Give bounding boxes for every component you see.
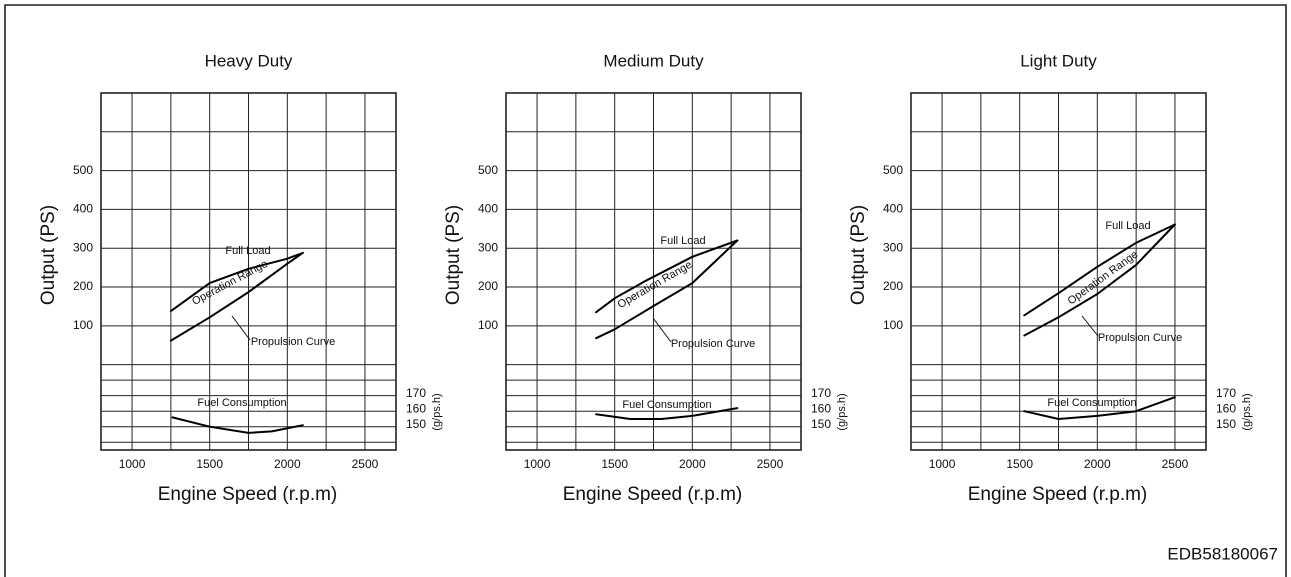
curve-label: Fuel Consumption — [1047, 397, 1136, 409]
y-tick-label: 300 — [883, 240, 903, 254]
figure-code: EDB58180067 — [1167, 544, 1278, 563]
y-tick-label: 500 — [478, 163, 498, 177]
y2-tick-label: 150 — [406, 417, 426, 431]
y-axis-title: Output (PS) — [848, 205, 869, 305]
leader-line — [231, 315, 251, 341]
plot-frame — [910, 92, 1207, 451]
x-tick-label: 1000 — [524, 457, 551, 471]
curve-label: Full Load — [225, 245, 270, 257]
y2-axis-title: (g/ps.h) — [836, 393, 848, 430]
chart: Medium Duty 1000 1500 2000 2500 100 200 300 400 5… — [443, 51, 848, 505]
curve — [171, 416, 304, 434]
y-tick-label: 200 — [478, 279, 498, 293]
y-tick-label: 500 — [883, 163, 903, 177]
x-axis-title: Engine Speed (r.p.m) — [158, 484, 338, 505]
x-tick-label: 1500 — [196, 457, 223, 471]
curve-label: Fuel Consumption — [197, 397, 286, 409]
curve — [169, 251, 304, 313]
y-tick-label: 400 — [73, 202, 93, 216]
y-tick-label: 100 — [883, 318, 903, 332]
curve — [1023, 223, 1176, 317]
x-axis-title: Engine Speed (r.p.m) — [968, 484, 1148, 505]
x-tick-label: 2500 — [352, 457, 379, 471]
y2-tick-label: 170 — [406, 386, 426, 400]
x-tick-label: 1000 — [929, 457, 956, 471]
x-tick-label: 1500 — [601, 457, 628, 471]
y2-axis-title: (g/ps.h) — [1241, 393, 1253, 430]
y2-tick-label: 160 — [811, 401, 831, 415]
region-label: Operation Range — [190, 258, 270, 308]
y2-tick-label: 150 — [1216, 417, 1236, 431]
chart: Light Duty 1000 1500 2000 2500 100 200 300 400 50… — [848, 51, 1253, 505]
y-axis-title: Output (PS) — [38, 205, 59, 305]
curve — [1023, 396, 1176, 420]
x-tick-label: 1000 — [119, 457, 146, 471]
y2-tick-label: 160 — [1216, 401, 1236, 415]
y-tick-label: 500 — [73, 163, 93, 177]
y2-tick-label: 150 — [811, 417, 831, 431]
y-tick-label: 200 — [883, 279, 903, 293]
y2-tick-label: 170 — [811, 386, 831, 400]
leader-line — [1081, 315, 1099, 337]
y-tick-label: 300 — [73, 240, 93, 254]
curve-label: Full Load — [660, 235, 705, 247]
curve — [595, 239, 739, 314]
region-label: Operation Range — [616, 259, 695, 311]
y2-axis-title: (g/ps.h) — [431, 393, 443, 430]
plot-frame — [100, 92, 397, 451]
curve-label: Full Load — [1105, 220, 1150, 232]
chart-title: Light Duty — [1020, 51, 1097, 70]
page-frame — [4, 4, 1287, 577]
curve-label: Propulsion Curve — [1098, 332, 1182, 344]
chart-title: Medium Duty — [603, 51, 704, 70]
curve-label: Propulsion Curve — [671, 338, 755, 350]
x-tick-label: 2000 — [1084, 457, 1111, 471]
curve-label: Fuel Consumption — [622, 399, 711, 411]
curve — [1023, 223, 1176, 337]
curve — [595, 239, 739, 340]
y2-tick-label: 170 — [1216, 386, 1236, 400]
y-tick-label: 100 — [478, 318, 498, 332]
y-tick-label: 300 — [478, 240, 498, 254]
plot-frame — [505, 92, 802, 451]
region-label: Operation Range — [1066, 248, 1141, 307]
y-axis-title: Output (PS) — [443, 205, 464, 305]
leader-line — [652, 317, 672, 343]
y-tick-label: 200 — [73, 279, 93, 293]
x-axis-title: Engine Speed (r.p.m) — [563, 484, 743, 505]
x-tick-label: 2500 — [757, 457, 784, 471]
y-tick-label: 400 — [883, 202, 903, 216]
x-tick-label: 2500 — [1162, 457, 1189, 471]
curve-label: Propulsion Curve — [251, 336, 335, 348]
y-tick-label: 400 — [478, 202, 498, 216]
chart-title: Heavy Duty — [205, 51, 293, 70]
y-tick-label: 100 — [73, 318, 93, 332]
curve — [595, 407, 739, 420]
y2-tick-label: 160 — [406, 401, 426, 415]
x-tick-label: 1500 — [1006, 457, 1033, 471]
x-tick-label: 2000 — [274, 457, 301, 471]
x-tick-label: 2000 — [679, 457, 706, 471]
chart: Heavy Duty 1000 1500 2000 2500 100 200 300 400 50… — [38, 51, 443, 505]
curve — [169, 251, 304, 342]
